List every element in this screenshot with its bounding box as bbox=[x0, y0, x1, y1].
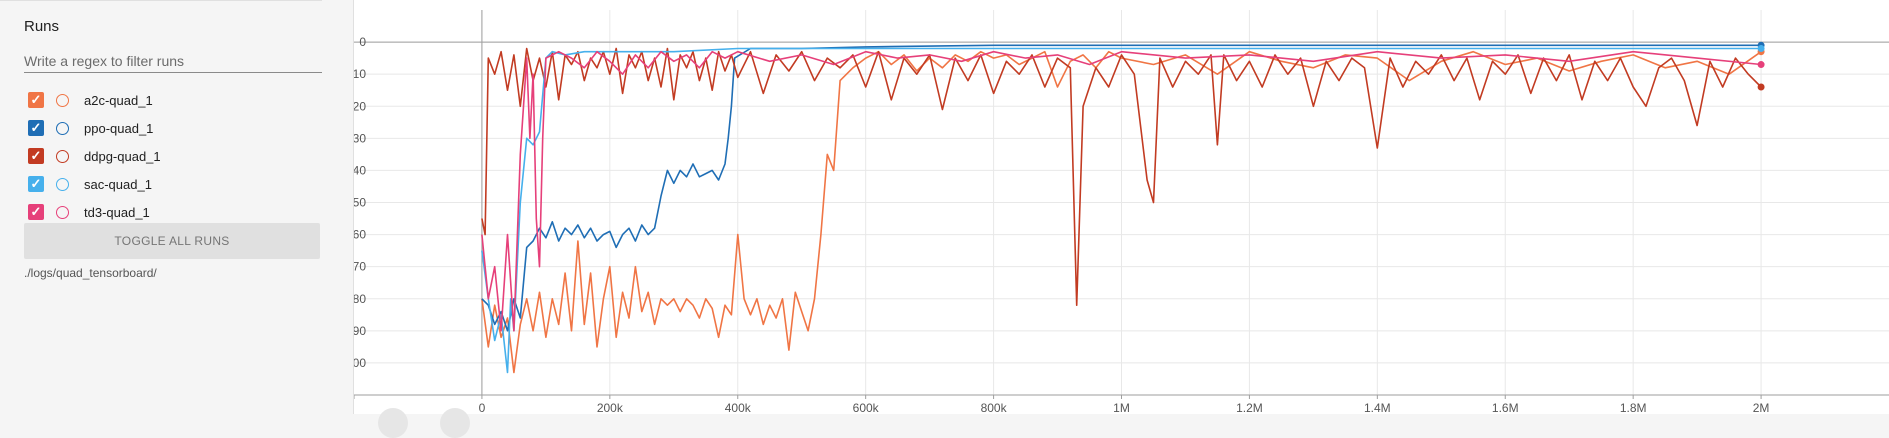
run-item-ddpg[interactable]: ✓ ddpg-quad_1 bbox=[28, 142, 161, 170]
x-tick-label: 1.4M bbox=[1364, 401, 1391, 414]
run-filter-input[interactable] bbox=[24, 50, 322, 73]
x-tick-label: 2M bbox=[1753, 401, 1770, 414]
run-list: ✓ a2c-quad_1 ✓ ppo-quad_1 ✓ ddpg-quad_1 … bbox=[28, 86, 161, 226]
run-label: ddpg-quad_1 bbox=[84, 148, 161, 164]
run-color-circle-icon[interactable] bbox=[56, 177, 69, 191]
run-label: td3-quad_1 bbox=[84, 204, 150, 220]
run-checkbox[interactable]: ✓ bbox=[28, 120, 44, 136]
y-tick-label: -30 bbox=[354, 131, 366, 145]
x-tick-label: 1.6M bbox=[1492, 401, 1519, 414]
run-checkbox[interactable]: ✓ bbox=[28, 148, 44, 164]
run-item-ppo[interactable]: ✓ ppo-quad_1 bbox=[28, 114, 161, 142]
series-line bbox=[481, 50, 1762, 374]
run-color-circle-icon[interactable] bbox=[56, 205, 69, 219]
run-checkbox[interactable]: ✓ bbox=[28, 176, 44, 192]
run-color-circle-icon[interactable] bbox=[56, 149, 69, 163]
x-tick-label: 1.8M bbox=[1620, 401, 1647, 414]
x-tick-label: 400k bbox=[725, 401, 752, 414]
x-tick-label: 1.2M bbox=[1236, 401, 1263, 414]
series-end-point bbox=[1757, 45, 1765, 52]
y-tick-label: -40 bbox=[354, 163, 366, 177]
y-tick-label: -80 bbox=[354, 292, 366, 306]
x-tick-label: 800k bbox=[981, 401, 1008, 414]
run-item-sac[interactable]: ✓ sac-quad_1 bbox=[28, 170, 161, 198]
x-tick-label: 200k bbox=[597, 401, 624, 414]
log-directory: ./logs/quad_tensorboard/ bbox=[24, 266, 157, 280]
run-item-td3[interactable]: ✓ td3-quad_1 bbox=[28, 198, 161, 226]
sidebar-divider bbox=[0, 0, 322, 1]
run-label: a2c-quad_1 bbox=[84, 92, 153, 108]
y-tick-label: -50 bbox=[354, 196, 366, 210]
y-tick-label: -100 bbox=[354, 356, 366, 370]
series-line bbox=[481, 47, 1762, 306]
y-tick-label: -70 bbox=[354, 260, 366, 274]
run-checkbox[interactable]: ✓ bbox=[28, 92, 44, 108]
run-color-circle-icon[interactable] bbox=[56, 93, 69, 107]
series-end-point bbox=[1757, 83, 1765, 91]
x-tick-label: 0 bbox=[479, 401, 486, 414]
chart-action-button[interactable] bbox=[440, 408, 470, 438]
x-tick-label: 600k bbox=[853, 401, 880, 414]
runs-title: Runs bbox=[24, 18, 60, 35]
run-checkbox[interactable]: ✓ bbox=[28, 204, 44, 220]
series-line bbox=[481, 47, 1762, 374]
scalar-chart-panel: 0 200k 400k 600k 800k 1M 1.2M 1.4M 1.6M 1.8M 2M 0 -1… bbox=[354, 0, 1889, 438]
run-label: ppo-quad_1 bbox=[84, 120, 154, 136]
x-tick-label: 1M bbox=[1113, 401, 1130, 414]
y-tick-label: -90 bbox=[354, 324, 366, 338]
line-chart[interactable]: 0 200k 400k 600k 800k 1M 1.2M 1.4M 1.6M 1.8M 2M 0 -1… bbox=[354, 0, 1889, 414]
run-label: sac-quad_1 bbox=[84, 176, 152, 192]
y-tick-label: 0 bbox=[359, 35, 366, 49]
toggle-all-runs-button[interactable]: TOGGLE ALL RUNS bbox=[24, 223, 320, 259]
run-item-a2c[interactable]: ✓ a2c-quad_1 bbox=[28, 86, 161, 114]
series-end-point bbox=[1757, 61, 1765, 69]
run-color-circle-icon[interactable] bbox=[56, 121, 69, 135]
chart-action-button[interactable] bbox=[378, 408, 408, 438]
y-tick-label: -60 bbox=[354, 228, 366, 242]
y-tick-label: -20 bbox=[354, 99, 366, 113]
runs-sidebar: Runs ✓ a2c-quad_1 ✓ ppo-quad_1 ✓ ddpg-qu… bbox=[0, 0, 354, 414]
series-line bbox=[481, 50, 1762, 332]
y-tick-label: -10 bbox=[354, 67, 366, 81]
